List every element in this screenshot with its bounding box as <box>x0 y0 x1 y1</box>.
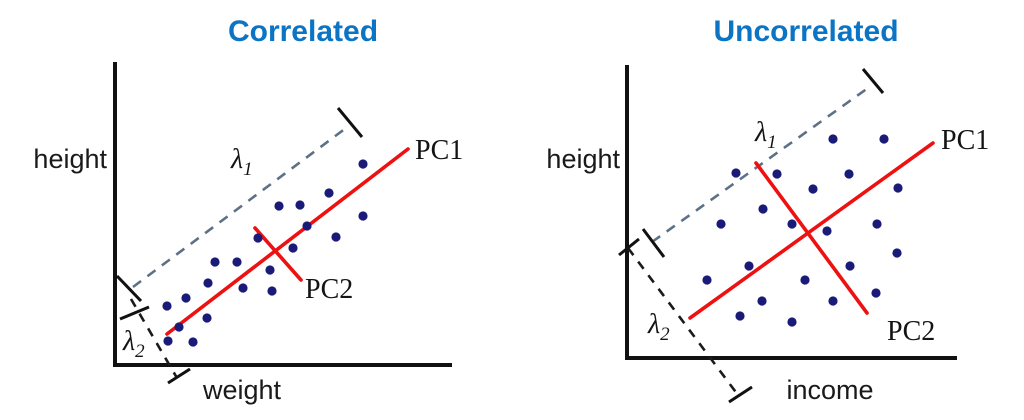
data-point <box>232 257 242 267</box>
data-point <box>162 301 172 311</box>
data-point <box>757 296 767 306</box>
lambda2-cap-tick <box>119 305 150 321</box>
left-panel: Correlated height weight PC1 PC2 λ1 λ2 <box>33 15 463 405</box>
data-point <box>358 159 368 169</box>
data-point <box>267 286 277 296</box>
data-point <box>871 288 881 298</box>
lambda1-dashed-line <box>651 86 869 244</box>
data-point <box>787 219 797 229</box>
data-point <box>808 184 818 194</box>
data-point <box>253 233 263 243</box>
lambda2-cap-tick <box>618 237 640 257</box>
data-point <box>702 275 712 285</box>
data-point <box>744 261 754 271</box>
right-lambda2-label: λ2 <box>647 309 670 345</box>
data-point <box>735 311 745 321</box>
pc2-line <box>754 161 869 315</box>
pc1-line <box>165 147 410 336</box>
left-pc2-label: PC2 <box>305 274 353 305</box>
right-panel-geometry <box>618 65 957 404</box>
lambda-symbol: λ <box>230 144 243 175</box>
lambda-subscript: 1 <box>243 159 253 180</box>
right-pc2-label: PC2 <box>887 316 935 347</box>
data-point <box>892 248 902 258</box>
left-lambda2-label: λ2 <box>122 326 145 362</box>
data-point <box>879 134 889 144</box>
lambda2-cap-tick <box>728 385 753 404</box>
lambda1-cap-tick <box>336 107 364 138</box>
data-point <box>358 211 368 221</box>
lambda1-cap-tick <box>861 68 885 94</box>
left-panel-title: Correlated <box>228 15 378 48</box>
pc1-line <box>688 141 935 320</box>
lambda-subscript: 2 <box>135 341 145 362</box>
data-point <box>893 183 903 193</box>
data-point <box>845 261 855 271</box>
data-point <box>174 322 184 332</box>
right-panel: Uncorrelated height income PC1 PC2 λ1 λ2 <box>546 15 989 405</box>
data-point <box>331 232 341 242</box>
left-x-axis-label: weight <box>202 375 282 405</box>
data-point <box>787 317 797 327</box>
right-pc1-label: PC1 <box>941 125 989 156</box>
data-point <box>324 188 334 198</box>
data-point <box>265 265 275 275</box>
left-pc1-label: PC1 <box>415 135 463 166</box>
right-y-axis-label: height <box>546 144 620 174</box>
lambda-symbol: λ <box>754 117 767 148</box>
data-point <box>181 293 191 303</box>
left-lambda1-label: λ1 <box>230 144 253 180</box>
data-point <box>822 226 832 236</box>
left-y-axis-label: height <box>33 144 107 174</box>
data-point <box>872 219 882 229</box>
lambda-subscript: 1 <box>767 132 777 153</box>
data-point <box>203 278 213 288</box>
data-point <box>828 134 838 144</box>
data-point <box>188 337 198 347</box>
data-point <box>202 313 212 323</box>
data-point <box>828 296 838 306</box>
data-point <box>800 275 810 285</box>
data-point <box>772 169 782 179</box>
lambda-symbol: λ <box>122 326 135 357</box>
data-point <box>302 221 312 231</box>
data-point <box>238 283 248 293</box>
lambda-subscript: 2 <box>660 324 670 345</box>
data-point <box>274 201 284 211</box>
data-point <box>758 204 768 214</box>
lambda2-cap-tick <box>167 367 191 385</box>
data-point <box>295 200 305 210</box>
lambda1-cap-tick <box>115 274 143 303</box>
lambda1-dashed-line <box>132 126 347 289</box>
right-x-axis-label: income <box>786 375 873 405</box>
data-point <box>731 168 741 178</box>
data-point <box>288 243 298 253</box>
pc2-line <box>253 226 303 282</box>
data-point <box>210 257 220 267</box>
right-lambda1-label: λ1 <box>754 117 777 153</box>
right-panel-title: Uncorrelated <box>713 15 898 48</box>
lambda-symbol: λ <box>647 309 660 340</box>
data-point <box>163 336 173 346</box>
lambda2-dashed-line <box>626 247 740 396</box>
data-point <box>716 219 726 229</box>
data-point <box>844 169 854 179</box>
lambda1-cap-tick <box>641 228 666 258</box>
lambda2-dashed-line <box>129 298 179 379</box>
left-panel-geometry <box>113 62 452 385</box>
